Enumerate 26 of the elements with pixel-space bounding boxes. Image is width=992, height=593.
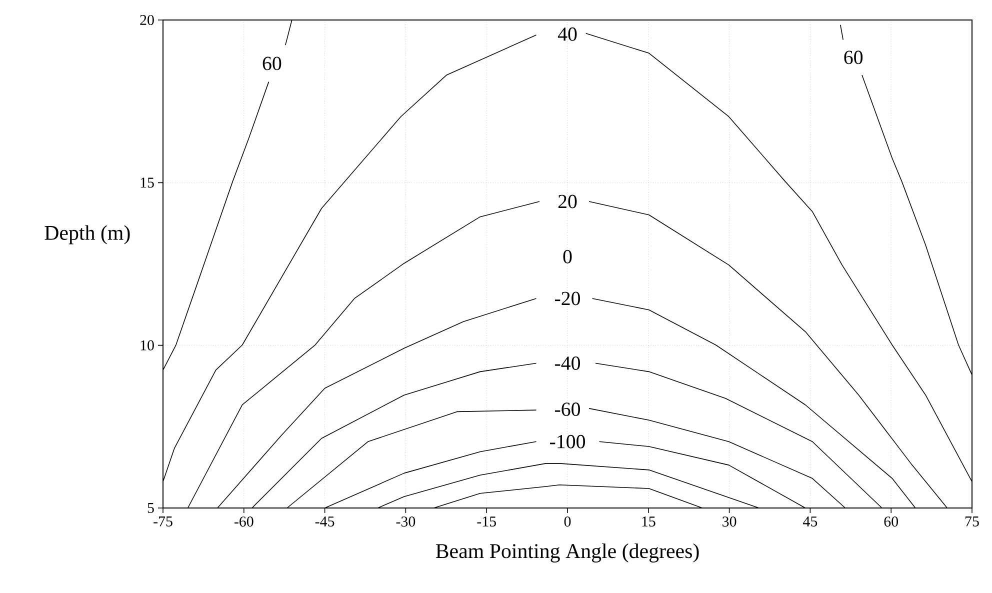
x-tick-label: -60 bbox=[234, 516, 254, 527]
x-tick-label: -15 bbox=[477, 516, 496, 527]
y-tick-label: 15 bbox=[140, 178, 154, 188]
y-tick-label: 20 bbox=[140, 14, 154, 26]
series-label: 20 bbox=[558, 194, 577, 208]
series-label: 60 bbox=[844, 50, 863, 64]
series-label: -60 bbox=[554, 402, 580, 416]
x-tick-label: -45 bbox=[315, 516, 334, 526]
series-label: -40 bbox=[554, 356, 580, 370]
x-tick-label: 0 bbox=[564, 516, 571, 527]
series-label: -100 bbox=[550, 434, 586, 448]
annotation: 0 bbox=[563, 250, 572, 264]
x-tick-label: 60 bbox=[884, 516, 898, 527]
y-tick-label: 10 bbox=[140, 340, 154, 350]
series-label: 60 bbox=[262, 56, 282, 70]
series-label: 40 bbox=[558, 27, 577, 41]
x-tick-label: 15 bbox=[642, 516, 656, 527]
x-tick-label: -75 bbox=[154, 516, 172, 526]
y-axis-title: Depth (m) bbox=[44, 225, 130, 244]
series-label: -20 bbox=[554, 292, 580, 306]
x-tick-label: 45 bbox=[803, 516, 818, 526]
x-tick-label: -30 bbox=[396, 516, 416, 527]
x-axis-title: Beam Pointing Angle (degrees) bbox=[436, 543, 699, 562]
x-tick-label: 75 bbox=[966, 516, 979, 526]
y-tick-label: 5 bbox=[148, 503, 154, 513]
x-tick-label: 30 bbox=[722, 516, 736, 527]
